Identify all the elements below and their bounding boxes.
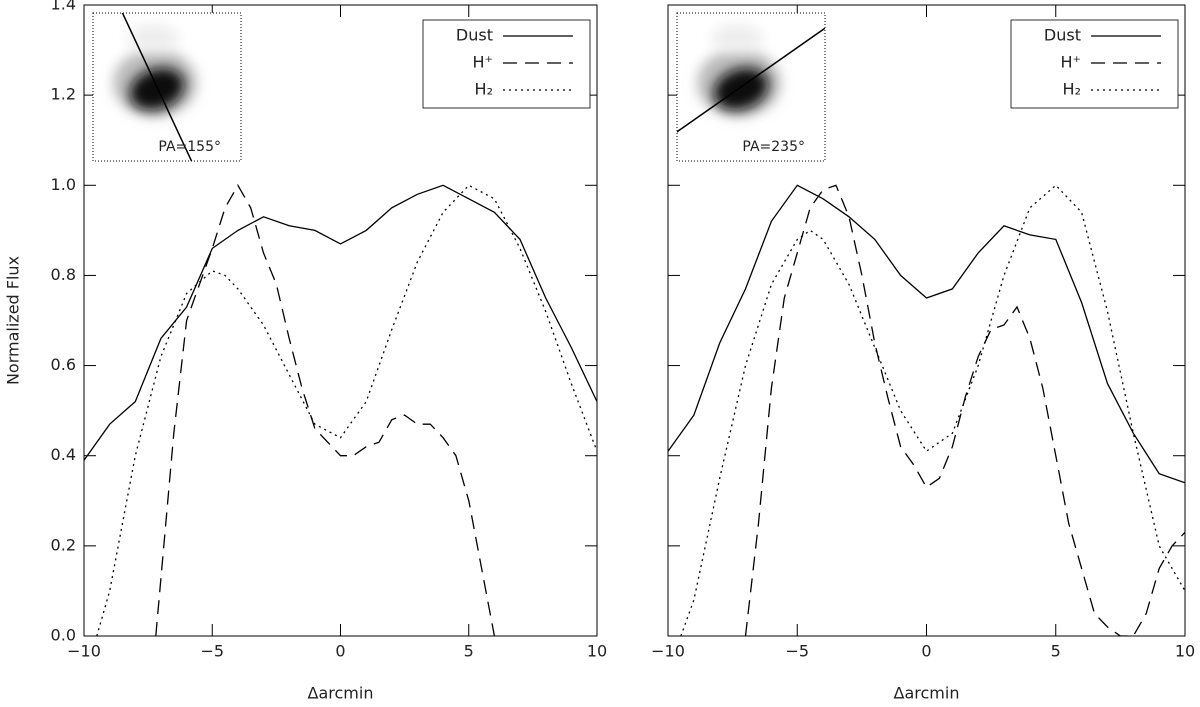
y-tick-label: 1.2 (51, 85, 76, 104)
legend-label: H₂ (475, 80, 493, 99)
legend-label: H₂ (1063, 80, 1081, 99)
y-tick-label: 0.6 (51, 355, 76, 374)
y-tick-label: 0.8 (51, 265, 76, 284)
inset-core (129, 67, 185, 111)
x-axis-label: Δarcmin (894, 684, 960, 703)
x-tick-label: 0 (921, 642, 931, 661)
x-tick-label: 5 (1051, 642, 1061, 661)
legend-label: Dust (1044, 26, 1081, 45)
inset-pa-line (677, 27, 825, 133)
x-tick-label: 0 (335, 642, 345, 661)
plot-frame (667, 4, 1186, 637)
x-tick-label: 10 (587, 642, 607, 661)
inset-core (713, 67, 769, 111)
series-line (155, 183, 496, 636)
x-tick-label: −10 (67, 642, 101, 661)
x-tick-label: −5 (200, 642, 224, 661)
series-line (680, 184, 1185, 636)
y-tick-label: 0.4 (51, 445, 76, 464)
legend-label: Dust (456, 26, 493, 45)
y-tick-label: 1.4 (51, 0, 76, 14)
inset-plume (127, 24, 179, 52)
y-tick-label: 0.0 (51, 626, 76, 645)
x-tick-label: 10 (1175, 642, 1195, 661)
x-tick-label: 5 (464, 642, 474, 661)
legend-label: H⁺ (1061, 53, 1081, 72)
plot-area (84, 183, 597, 636)
y-axis-label: Normalized Flux (4, 256, 23, 385)
inset-plume (711, 24, 763, 52)
x-tick-label: −5 (785, 642, 809, 661)
series-line (668, 184, 1185, 484)
x-axis-label: Δarcmin (308, 684, 374, 703)
series-line (84, 184, 597, 461)
inset-pa-line (121, 13, 193, 161)
series-line (96, 184, 597, 636)
legend-label: H⁺ (473, 53, 493, 72)
legend-frame (422, 19, 591, 109)
x-tick-label: −10 (651, 642, 685, 661)
legend-frame (1010, 19, 1179, 109)
plot-frame (83, 4, 598, 637)
inset: PA=155° (92, 12, 242, 162)
inset-annotation: PA=235° (742, 139, 805, 155)
y-tick-label: 1.0 (51, 175, 76, 194)
y-tick-label: 0.2 (51, 535, 76, 554)
plot-area (668, 184, 1185, 636)
series-line (744, 184, 1185, 636)
inset: PA=235° (676, 12, 826, 162)
inset-annotation: PA=155° (158, 139, 221, 155)
